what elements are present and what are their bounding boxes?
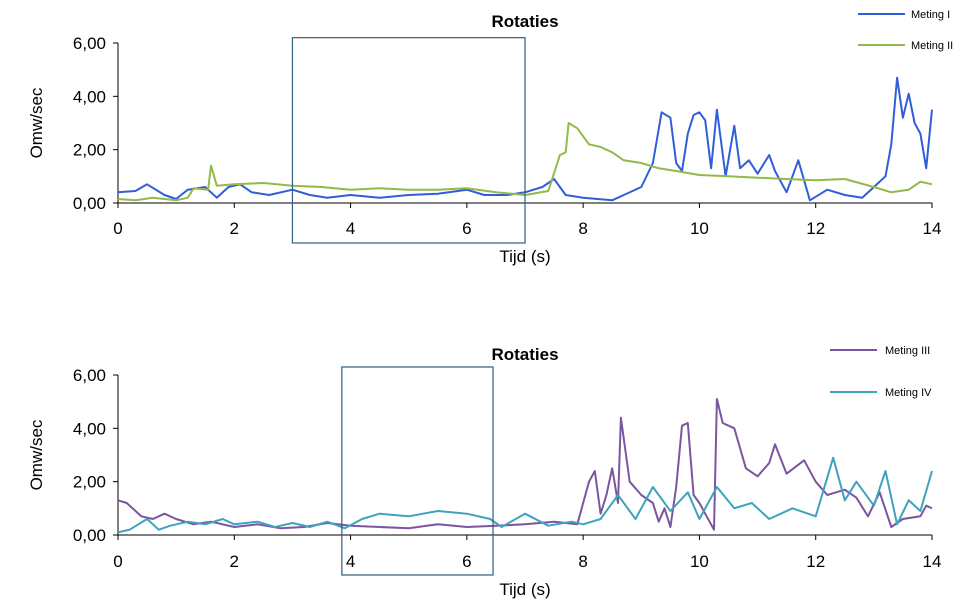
y-tick-label: 6,00: [73, 366, 106, 385]
x-tick-label: 8: [578, 219, 587, 238]
y-tick-label: 2,00: [73, 141, 106, 160]
series-line-meting-ii: [117, 122, 933, 202]
y-tick-label: 0,00: [73, 526, 106, 545]
x-tick-label: 4: [346, 219, 355, 238]
x-tick-label: 6: [462, 552, 471, 571]
x-tick-label: 12: [806, 552, 825, 571]
x-tick-label: 2: [230, 552, 239, 571]
x-tick-label: 10: [690, 219, 709, 238]
x-tick-label: 0: [113, 552, 122, 571]
chart-top: 0,00 2,00 4,00 6,00 0 2 4 6 8 10 12 14 Rotaties Tijd …: [27, 9, 953, 266]
legend-label: Meting III: [885, 345, 930, 357]
series-line-meting-iii: [117, 398, 933, 531]
chart-title: Rotaties: [491, 12, 558, 31]
x-tick-label: 14: [923, 219, 942, 238]
chart-title: Rotaties: [491, 345, 558, 364]
chart-bottom: 0,00 2,00 4,00 6,00 0 2 4 6 8 10 12 14 Rotaties Tijd …: [27, 345, 941, 599]
y-tick-label: 0,00: [73, 194, 106, 213]
x-tick-label: 6: [462, 219, 471, 238]
x-tick-label: 14: [923, 552, 942, 571]
x-tick-label: 4: [346, 552, 355, 571]
x-tick-label: 2: [230, 219, 239, 238]
series-line-meting-i: [117, 76, 933, 202]
y-tick-label: 4,00: [73, 419, 106, 438]
x-tick-label: 12: [806, 219, 825, 238]
y-axis-label: Omw/sec: [27, 87, 46, 158]
x-axis-label: Tijd (s): [499, 580, 550, 599]
x-tick-label: 10: [690, 552, 709, 571]
highlight-box: [341, 366, 494, 576]
legend-label: Meting I: [911, 9, 950, 21]
x-tick-label: 0: [113, 219, 122, 238]
legend-label: Meting IV: [885, 387, 932, 399]
y-tick-label: 6,00: [73, 34, 106, 53]
x-tick-label: 8: [578, 552, 587, 571]
y-tick-label: 4,00: [73, 87, 106, 106]
series-line-meting-iv: [117, 456, 933, 534]
legend-label: Meting II: [911, 40, 953, 52]
y-axis-label: Omw/sec: [27, 419, 46, 490]
x-axis-label: Tijd (s): [499, 247, 550, 266]
highlight-box: [291, 37, 526, 244]
y-tick-label: 2,00: [73, 473, 106, 492]
